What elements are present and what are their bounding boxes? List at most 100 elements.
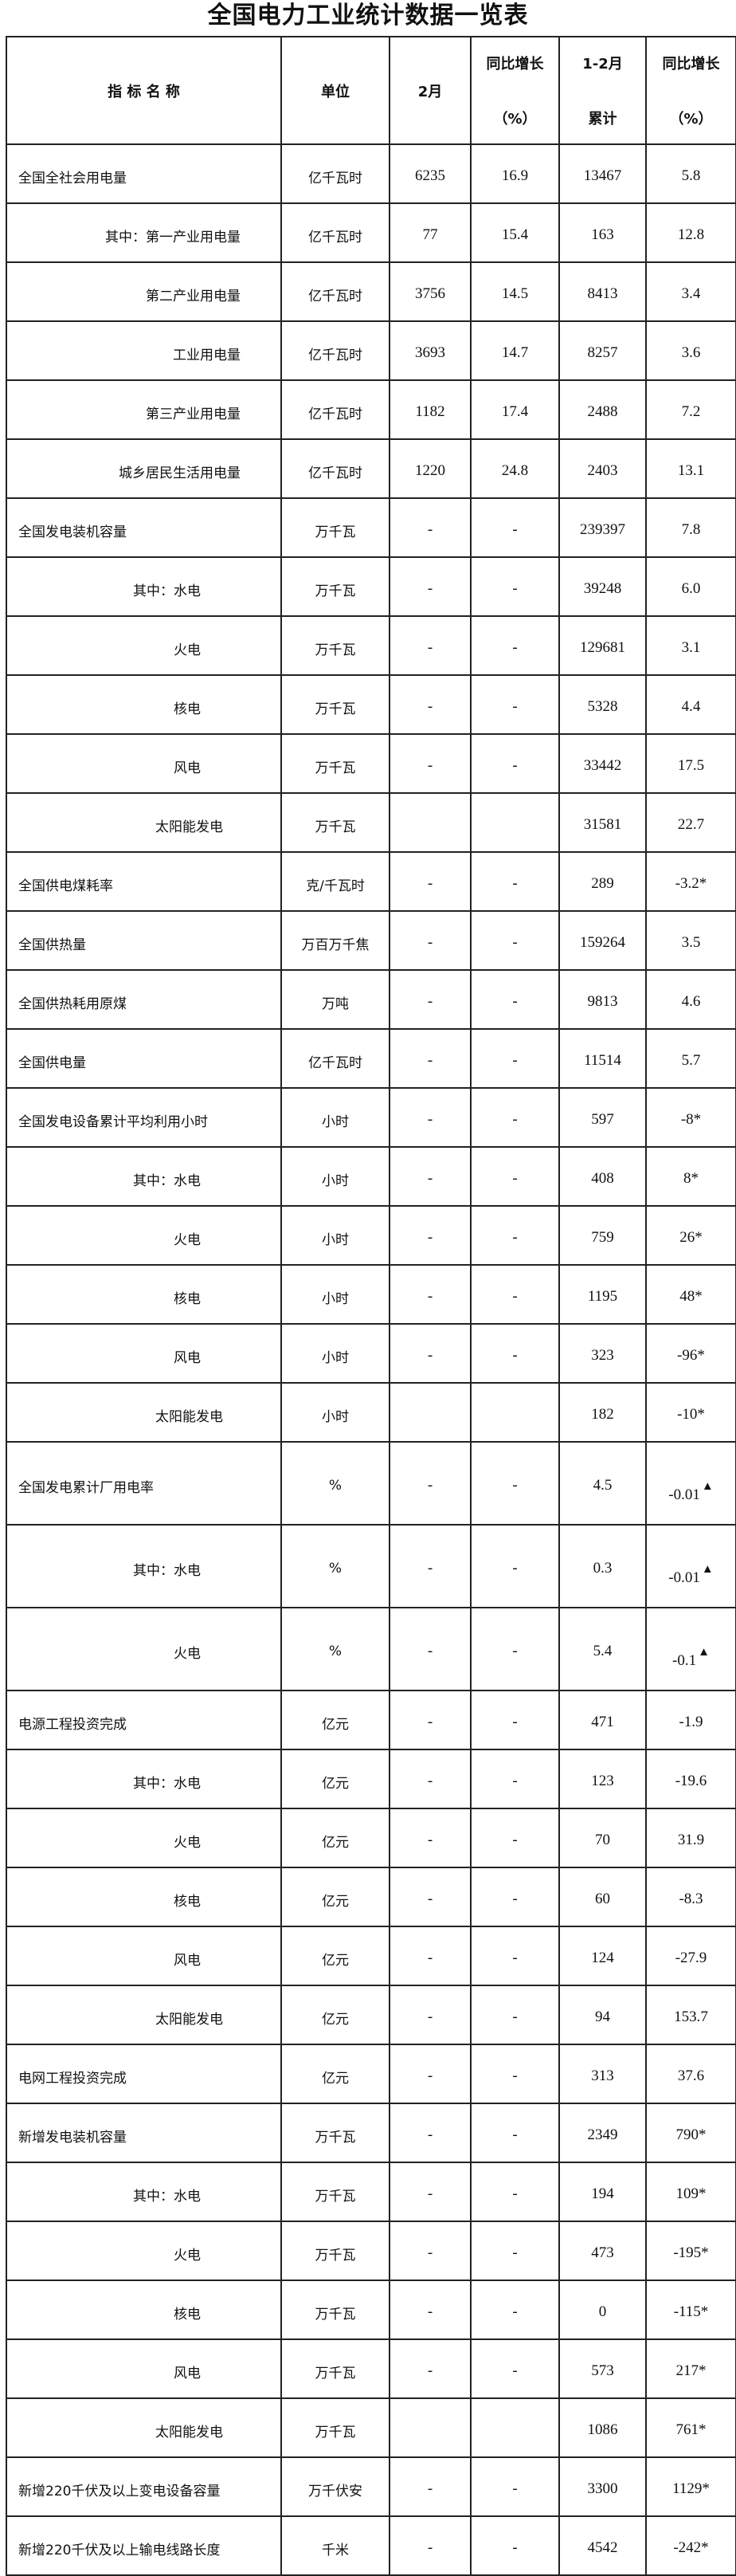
month-yoy-value: - bbox=[470, 674, 560, 735]
month-value: - bbox=[389, 2044, 472, 2104]
month-yoy-value: 17.4 bbox=[470, 379, 560, 440]
cum-yoy-text: -27.9 bbox=[675, 1950, 707, 1966]
table-row: 太阳能发电 万千瓦 31581 22.7 bbox=[6, 792, 736, 853]
month-yoy-value: - bbox=[470, 2515, 560, 2576]
table-row: 其中：水电 万千瓦 - -39248 6.0 bbox=[6, 556, 736, 617]
cum-yoy-value: -1.9 bbox=[645, 1690, 736, 1750]
table-row: 火电 万千瓦 - -129681 3.1 bbox=[6, 615, 736, 676]
month-value: 1220 bbox=[389, 438, 472, 499]
month-yoy-value: - bbox=[470, 1985, 560, 2045]
cum-yoy-value: 761* bbox=[645, 2397, 736, 2458]
cum-value: 473 bbox=[558, 2221, 647, 2281]
cum-yoy-text: 13.1 bbox=[677, 462, 705, 479]
cum-yoy-value: -0.1 ▲ bbox=[645, 1607, 736, 1691]
cum-value: 323 bbox=[558, 1323, 647, 1384]
month-value bbox=[389, 1382, 472, 1443]
cum-value: 0.3 bbox=[558, 1524, 647, 1608]
triangle-up-icon: ▲ bbox=[698, 1646, 710, 1659]
table-row: 火电 万千瓦 - -473 -195* bbox=[6, 2221, 736, 2281]
cum-yoy-value: 217* bbox=[645, 2338, 736, 2399]
month-yoy-value: - bbox=[470, 2162, 560, 2222]
month-value: - bbox=[389, 2456, 472, 2517]
header-month-yoy-line2: （%） bbox=[493, 111, 537, 128]
cum-yoy-text: -115* bbox=[673, 2303, 709, 2320]
cum-yoy-text: -96* bbox=[677, 1347, 705, 1364]
cum-yoy-value: 8* bbox=[645, 1146, 736, 1207]
month-yoy-value: 15.4 bbox=[470, 202, 560, 263]
month-yoy-value: - bbox=[470, 1205, 560, 1266]
unit-cell: 小时 bbox=[280, 1146, 390, 1207]
table-row: 其中：水电 小时 - -408 8* bbox=[6, 1146, 736, 1207]
unit-cell: 万百万千焦 bbox=[280, 910, 390, 971]
unit-cell: 万千瓦 bbox=[280, 792, 390, 853]
month-yoy-value: - bbox=[470, 910, 560, 971]
cum-yoy-text: 3.5 bbox=[681, 934, 701, 951]
table-row: 其中：第一产业用电量 亿千瓦时 77 15.4 163 12.8 bbox=[6, 202, 736, 263]
month-yoy-value: - bbox=[470, 1146, 560, 1207]
header-month: 2月 bbox=[389, 36, 472, 145]
cum-value: 31581 bbox=[558, 792, 647, 853]
table-row: 全国发电累计厂用电率% - -4.5 -0.01 ▲ bbox=[6, 1441, 736, 1526]
unit-cell: 亿千瓦时 bbox=[280, 202, 390, 263]
month-yoy-value: - bbox=[470, 1749, 560, 1809]
month-value: - bbox=[389, 2162, 472, 2222]
month-yoy-value: 14.7 bbox=[470, 320, 560, 381]
indicator-name: 其中：水电 bbox=[6, 1749, 282, 1809]
statistics-table: 指 标 名 称 单位 2月 同比增长 （%） 1-2月 累计 同比增长 （%） 全国全… bbox=[6, 36, 736, 2576]
table-row: 全国供电煤耗率 克/千瓦时 - -289 -3.2* bbox=[6, 851, 736, 912]
cum-yoy-text: -10* bbox=[677, 1406, 705, 1423]
cum-yoy-text: 3.6 bbox=[681, 344, 701, 361]
cum-yoy-text: -242* bbox=[673, 2539, 709, 2556]
table-row: 城乡居民生活用电量 亿千瓦时 1220 24.8 2403 13.1 bbox=[6, 438, 736, 499]
indicator-name: 其中：水电 bbox=[6, 1146, 282, 1207]
cum-yoy-text: -3.2* bbox=[675, 875, 707, 892]
indicator-name: 风电 bbox=[6, 1926, 282, 1986]
indicator-name: 火电 bbox=[6, 1205, 282, 1266]
indicator-name: 全国供热量 bbox=[6, 910, 282, 971]
indicator-name: 太阳能发电 bbox=[6, 1382, 282, 1443]
month-value bbox=[389, 2397, 472, 2458]
cum-yoy-text: 7.8 bbox=[681, 521, 701, 538]
indicator-name: 全国发电累计厂用电率 bbox=[6, 1441, 282, 1526]
header-cum: 1-2月 累计 bbox=[558, 36, 647, 145]
cum-yoy-value: -27.9 bbox=[645, 1926, 736, 1986]
indicator-name: 其中：水电 bbox=[6, 556, 282, 617]
cum-value: 4542 bbox=[558, 2515, 647, 2576]
table-row: 其中：水电 万千瓦 - -194 109* bbox=[6, 2162, 736, 2222]
header-cum-yoy: 同比增长 （%） bbox=[645, 36, 736, 145]
header-month-yoy: 同比增长 （%） bbox=[470, 36, 560, 145]
cum-value: 182 bbox=[558, 1382, 647, 1443]
table-row: 核电 亿元 - -60 -8.3 bbox=[6, 1867, 736, 1927]
unit-cell: 亿元 bbox=[280, 1867, 390, 1927]
cum-value: 0 bbox=[558, 2280, 647, 2340]
unit-cell: 小时 bbox=[280, 1264, 390, 1325]
month-yoy-value: - bbox=[470, 2044, 560, 2104]
indicator-name: 全国全社会用电量 bbox=[6, 143, 282, 204]
month-value: - bbox=[389, 556, 472, 617]
indicator-name: 火电 bbox=[6, 1607, 282, 1691]
cum-yoy-value: -8.3 bbox=[645, 1867, 736, 1927]
cum-value: 3300 bbox=[558, 2456, 647, 2517]
unit-cell: 亿元 bbox=[280, 1749, 390, 1809]
cum-yoy-text: 109* bbox=[675, 2185, 707, 2202]
unit-cell: 万千瓦 bbox=[280, 2162, 390, 2222]
cum-value: 33442 bbox=[558, 733, 647, 794]
month-value: 77 bbox=[389, 202, 472, 263]
table-row: 太阳能发电 万千瓦 1086 761* bbox=[6, 2397, 736, 2458]
cum-yoy-value: 4.4 bbox=[645, 674, 736, 735]
cum-yoy-text: 5.7 bbox=[681, 1052, 701, 1069]
unit-cell: 亿千瓦时 bbox=[280, 143, 390, 204]
unit-cell: 万吨 bbox=[280, 969, 390, 1030]
cum-value: 8413 bbox=[558, 261, 647, 322]
month-yoy-value: - bbox=[470, 1323, 560, 1384]
table-row: 第三产业用电量 亿千瓦时 1182 17.4 2488 7.2 bbox=[6, 379, 736, 440]
month-value: - bbox=[389, 2221, 472, 2281]
unit-cell: 亿元 bbox=[280, 1985, 390, 2045]
cum-yoy-value: 4.6 bbox=[645, 969, 736, 1030]
cum-value: 8257 bbox=[558, 320, 647, 381]
indicator-name: 城乡居民生活用电量 bbox=[6, 438, 282, 499]
month-yoy-value: - bbox=[470, 1607, 560, 1691]
month-yoy-value: - bbox=[470, 556, 560, 617]
month-value: - bbox=[389, 1926, 472, 1986]
cum-yoy-text: 6.0 bbox=[681, 580, 701, 597]
